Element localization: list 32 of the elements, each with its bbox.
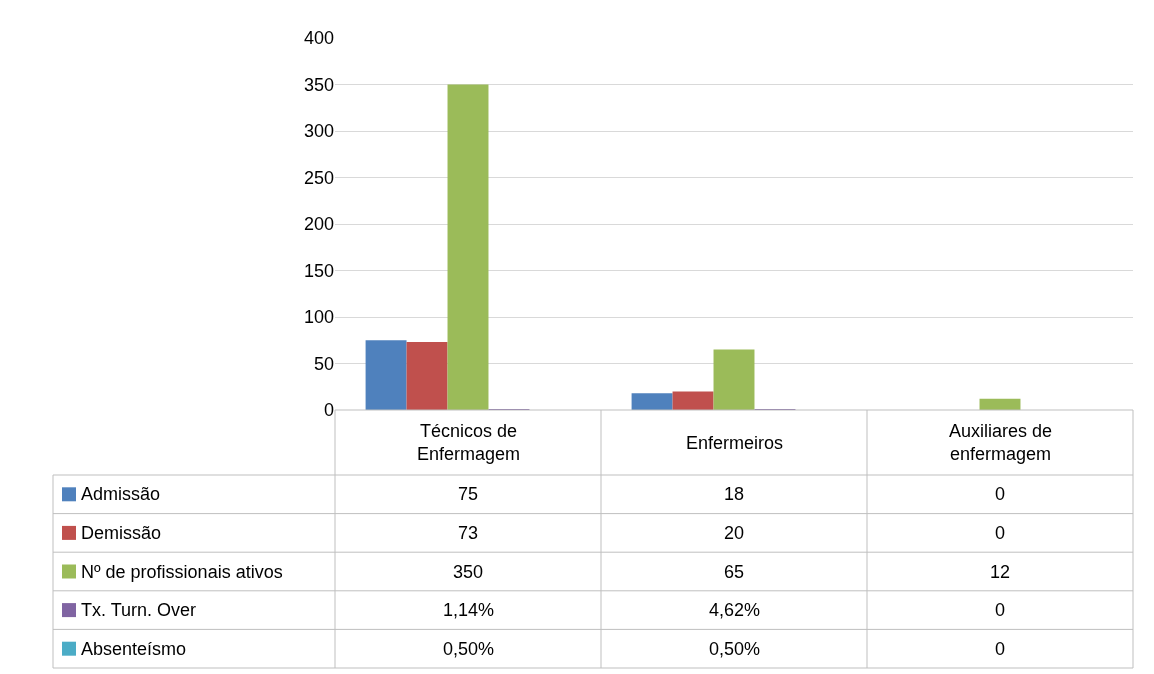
data-label: 75 [458, 484, 479, 504]
y-tick-label: 150 [303, 260, 334, 281]
data-label: 20 [724, 523, 745, 543]
data-label: 0 [995, 484, 1006, 504]
data-label: 73 [458, 523, 479, 543]
legend-label: Admissão [81, 484, 161, 504]
y-tick-label: 0 [323, 400, 334, 421]
legend-label: Nº de profissionais ativos [81, 562, 283, 582]
data-label: 0 [995, 523, 1006, 543]
y-tick-label: 350 [303, 74, 334, 95]
y-tick-label: 250 [303, 167, 334, 188]
y-tick-label: 50 [313, 353, 334, 374]
data-label: 0,50% [709, 639, 761, 659]
data-label: 12 [990, 562, 1011, 582]
y-tick-label: 200 [303, 214, 334, 235]
data-label: 4,62% [709, 600, 761, 620]
x-tick-label: Enfermeiros [686, 433, 784, 453]
y-tick-label: 400 [303, 28, 334, 49]
data-label: 350 [453, 562, 484, 582]
data-label: 1,14% [443, 600, 495, 620]
x-tick-label: Técnicos de Enfermagem [417, 421, 521, 465]
legend-label: Absenteísmo [81, 639, 187, 659]
x-tick-label: Auxiliares de enfermagem [949, 421, 1053, 465]
legend-label: Tx. Turn. Over [81, 600, 197, 620]
data-label: 18 [724, 484, 745, 504]
data-label: 0 [995, 639, 1006, 659]
data-label: 65 [724, 562, 745, 582]
data-label: 0 [995, 600, 1006, 620]
y-tick-label: 300 [303, 121, 334, 142]
data-label: 0,50% [443, 639, 495, 659]
legend-label: Demissão [81, 523, 162, 543]
y-tick-label: 100 [303, 307, 334, 328]
